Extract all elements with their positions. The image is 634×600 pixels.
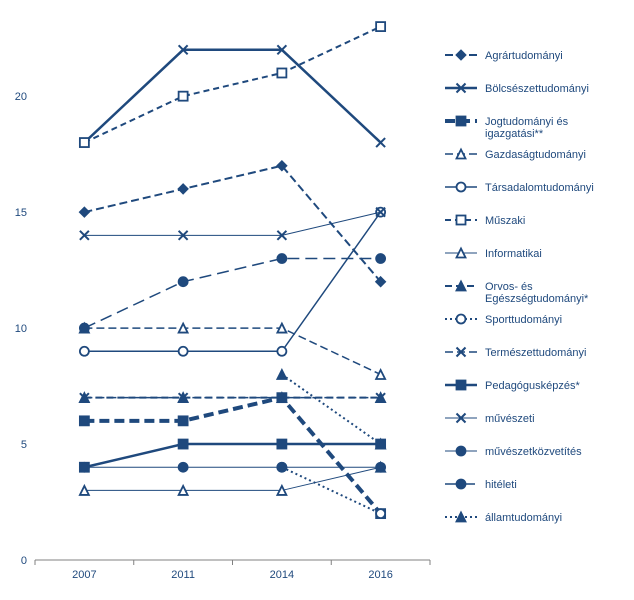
x-tick-label: 2014: [270, 569, 294, 581]
legend-label: hitéleti: [485, 479, 517, 491]
legend-label: Gazdaságtudományi: [485, 149, 586, 161]
x-tick-label: 2007: [72, 569, 96, 581]
chart-container: 0 5 10 15 20 2007 2011 2014 2016 Agrártudományi Bö…: [0, 0, 634, 600]
legend-label: Pedagógusképzés*: [485, 380, 581, 392]
legend-item: Műszaki: [445, 215, 525, 227]
legend-label: Műszaki: [485, 215, 525, 227]
y-tick-label: 20: [15, 91, 27, 103]
legend-label: Agrártudományi: [485, 50, 563, 62]
legend-item: államtudományi: [445, 512, 562, 524]
legend-label: Informatikai: [485, 248, 542, 260]
y-tick-label: 0: [21, 555, 27, 567]
legend-label: Társadalomtudományi: [485, 182, 594, 194]
legend-label: Egészségtudományi*: [485, 293, 589, 305]
legend-label: igazgatási**: [485, 128, 544, 140]
legend-label: művészeti: [485, 413, 535, 425]
x-tick-label: 2016: [368, 569, 392, 581]
legend-label: művészetközvetítés: [485, 446, 582, 458]
y-tick-label: 5: [21, 439, 27, 451]
legend-item: Pedagógusképzés*: [445, 380, 581, 392]
x-tick-label: 2011: [171, 569, 195, 581]
legend-label: Természettudományi: [485, 347, 587, 359]
y-tick-label: 10: [15, 323, 27, 335]
legend-label: Sporttudományi: [485, 314, 562, 326]
legend-label: Orvos- és: [485, 281, 533, 293]
line-chart: 0 5 10 15 20 2007 2011 2014 2016 Agrártudományi Bö…: [0, 0, 634, 600]
legend-label: Jogtudományi és: [485, 116, 569, 128]
y-tick-label: 15: [15, 207, 27, 219]
legend-label: államtudományi: [485, 512, 562, 524]
legend-item: Informatikai: [445, 248, 542, 260]
legend-label: Bölcsészettudományi: [485, 83, 589, 95]
